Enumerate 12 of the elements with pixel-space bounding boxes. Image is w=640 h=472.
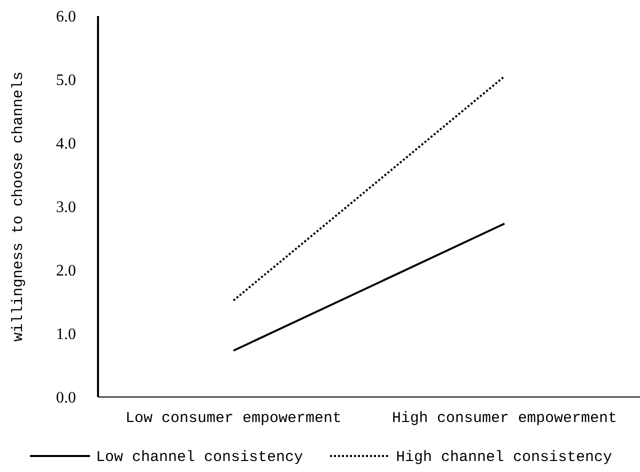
y-tick-label: 4.0 bbox=[56, 136, 76, 153]
x-tick-label: High consumer empowerment bbox=[392, 410, 618, 427]
y-axis-title: willingness to choose channels bbox=[10, 71, 27, 342]
y-tick-label: 1.0 bbox=[56, 326, 76, 344]
legend-label: Low channel consistency bbox=[96, 449, 304, 466]
y-tick-label: 6.0 bbox=[56, 8, 76, 26]
x-tick-label: Low consumer empowerment bbox=[125, 410, 342, 427]
legend-label: High channel consistency bbox=[396, 449, 612, 466]
y-tick-label: 5.0 bbox=[56, 72, 76, 90]
y-tick-label: 3.0 bbox=[56, 199, 76, 216]
y-tick-label: 2.0 bbox=[56, 262, 76, 280]
y-tick-label: 0.0 bbox=[56, 390, 76, 407]
